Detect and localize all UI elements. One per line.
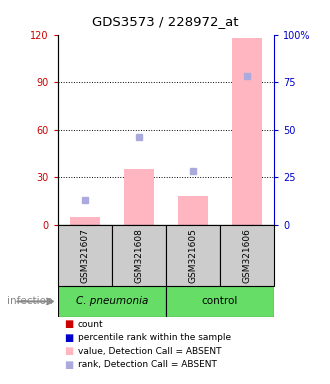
Text: value, Detection Call = ABSENT: value, Detection Call = ABSENT [78, 347, 221, 356]
Text: GSM321605: GSM321605 [188, 228, 197, 283]
Bar [166, 286, 274, 317]
Bar [58, 286, 166, 317]
Text: GSM321606: GSM321606 [242, 228, 251, 283]
Text: ■: ■ [64, 360, 74, 370]
Text: count: count [78, 320, 103, 329]
Text: ■: ■ [64, 346, 74, 356]
Text: infection: infection [7, 296, 52, 306]
Text: rank, Detection Call = ABSENT: rank, Detection Call = ABSENT [78, 360, 216, 369]
Bar [112, 225, 166, 286]
Bar [178, 196, 208, 225]
Text: ■: ■ [64, 333, 74, 343]
Bar [70, 217, 100, 225]
Bar [232, 38, 262, 225]
Text: control: control [202, 296, 238, 306]
Text: GDS3573 / 228972_at: GDS3573 / 228972_at [92, 15, 238, 28]
Text: ■: ■ [64, 319, 74, 329]
Text: C. pneumonia: C. pneumonia [76, 296, 148, 306]
Bar [220, 225, 274, 286]
Bar [58, 225, 112, 286]
Text: percentile rank within the sample: percentile rank within the sample [78, 333, 231, 343]
Text: GSM321607: GSM321607 [80, 228, 89, 283]
Text: GSM321608: GSM321608 [134, 228, 143, 283]
Bar [166, 225, 220, 286]
Bar [124, 169, 154, 225]
